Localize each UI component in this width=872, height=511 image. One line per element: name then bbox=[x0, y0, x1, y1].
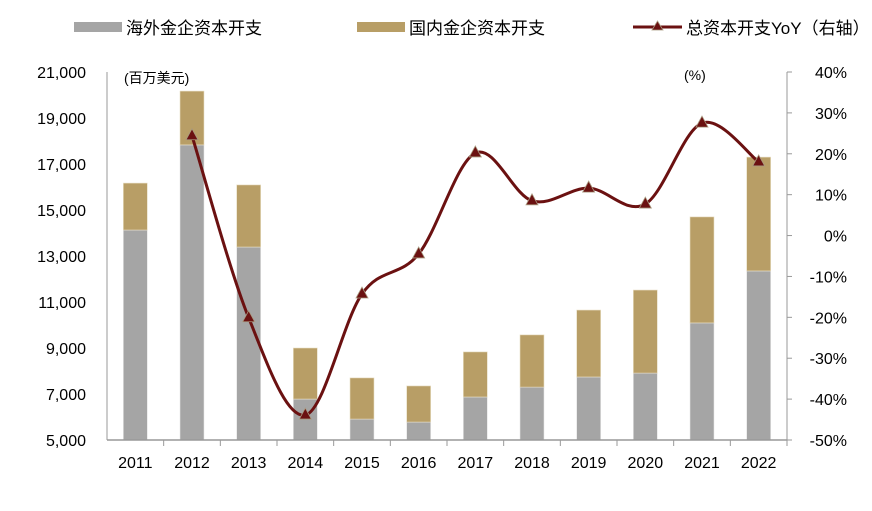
left-tick-label: 15,000 bbox=[37, 203, 86, 220]
x-tick-label-2020: 2020 bbox=[628, 455, 664, 472]
yoy-marker-2015 bbox=[355, 286, 369, 299]
bar-overseas-2017 bbox=[463, 396, 488, 441]
yoy-marker-2012 bbox=[185, 127, 199, 141]
bar-overseas-2022 bbox=[746, 270, 771, 441]
bar-domestic-2014 bbox=[293, 347, 318, 400]
legend-swatch-domestic bbox=[357, 22, 405, 32]
bar-overseas-2018 bbox=[519, 386, 545, 441]
yoy-marker-2017 bbox=[468, 145, 483, 158]
left-tick-label: 5,000 bbox=[46, 433, 86, 450]
x-tick-label-2019: 2019 bbox=[571, 455, 607, 472]
bar-domestic-2011 bbox=[123, 182, 148, 231]
bar-domestic-2022 bbox=[746, 156, 771, 272]
x-tick-label-2017: 2017 bbox=[458, 455, 494, 472]
bar-domestic-2019 bbox=[576, 309, 601, 378]
bar-overseas-2012 bbox=[179, 144, 205, 441]
left-tick-label: 13,000 bbox=[37, 249, 86, 266]
left-tick-label: 9,000 bbox=[46, 341, 86, 358]
right-tick-label: 10% bbox=[815, 188, 847, 205]
legend-marker-yoy bbox=[651, 20, 664, 31]
bar-domestic-2016 bbox=[406, 385, 431, 423]
yoy-marker-2016 bbox=[411, 246, 426, 259]
left-tick-label: 7,000 bbox=[46, 387, 86, 404]
yoy-marker-2020 bbox=[638, 196, 653, 209]
bar-overseas-2021 bbox=[689, 322, 715, 441]
yoy-marker-2014 bbox=[298, 407, 313, 420]
yoy-marker-2022 bbox=[751, 154, 766, 167]
x-tick-label-2013: 2013 bbox=[231, 455, 267, 472]
bar-overseas-2015 bbox=[349, 418, 375, 441]
left-tick-label: 11,000 bbox=[38, 295, 86, 312]
x-tick-label-2018: 2018 bbox=[514, 455, 550, 472]
right-tick-label: -30% bbox=[810, 351, 847, 368]
bar-domestic-2020 bbox=[633, 289, 658, 374]
x-tick-label-2016: 2016 bbox=[401, 455, 437, 472]
bar-domestic-2021 bbox=[689, 216, 715, 324]
x-tick-label-2014: 2014 bbox=[288, 455, 324, 472]
left-tick-label: 19,000 bbox=[37, 111, 86, 128]
x-tick-label-2021: 2021 bbox=[684, 455, 720, 472]
right-tick-label: 30% bbox=[815, 106, 847, 123]
right-tick-label: 20% bbox=[815, 147, 847, 164]
yoy-marker-2019 bbox=[581, 180, 596, 193]
x-tick-label-2022: 2022 bbox=[741, 455, 777, 472]
left-tick-label: 21,000 bbox=[37, 65, 86, 82]
yoy-marker-2021 bbox=[695, 115, 709, 128]
bar-domestic-2017 bbox=[463, 351, 488, 398]
bar-domestic-2015 bbox=[349, 377, 375, 420]
bar-overseas-2013 bbox=[236, 246, 261, 441]
yoy-marker-2013 bbox=[241, 309, 256, 323]
right-axis-unit: (%) bbox=[684, 67, 706, 83]
x-tick-label-2012: 2012 bbox=[174, 455, 210, 472]
legend-label-domestic: 国内金企资本开支 bbox=[409, 19, 545, 38]
bar-overseas-2014 bbox=[293, 398, 318, 441]
right-tick-label: 40% bbox=[815, 65, 847, 82]
x-tick-label-2015: 2015 bbox=[344, 455, 380, 472]
left-axis-unit: (百万美元) bbox=[124, 70, 189, 86]
legend: 海外金企资本开支 国内金企资本开支 总资本开支YoY（右轴） bbox=[74, 19, 870, 38]
legend-label-yoy: 总资本开支YoY（右轴） bbox=[686, 19, 870, 38]
right-tick-label: 0% bbox=[824, 229, 847, 246]
bar-overseas-2011 bbox=[123, 229, 148, 441]
legend-swatch-overseas bbox=[74, 22, 122, 32]
yoy-marker-2018 bbox=[525, 192, 539, 206]
right-tick-label: -40% bbox=[810, 392, 847, 409]
bar-domestic-2013 bbox=[236, 184, 261, 248]
bar-overseas-2019 bbox=[576, 376, 601, 441]
right-tick-label: -50% bbox=[810, 433, 847, 450]
right-tick-label: -20% bbox=[810, 310, 847, 327]
left-tick-label: 17,000 bbox=[37, 157, 86, 174]
bar-domestic-2018 bbox=[519, 334, 545, 388]
right-tick-label: -10% bbox=[810, 269, 847, 286]
yoy-line bbox=[190, 120, 760, 417]
legend-label-overseas: 海外金企资本开支 bbox=[126, 19, 262, 38]
bar-overseas-2016 bbox=[406, 421, 431, 441]
x-tick-label-2011: 2011 bbox=[118, 455, 153, 472]
bar-overseas-2020 bbox=[633, 372, 658, 441]
